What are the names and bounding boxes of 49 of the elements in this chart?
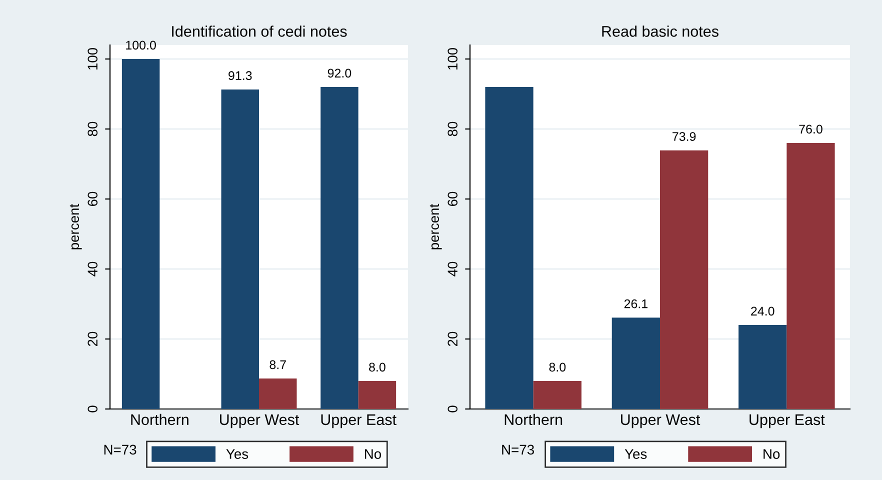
data-label: 100.0 (126, 40, 156, 50)
data-label: 8.7 (270, 360, 286, 370)
y-axis-title: percent (70, 204, 82, 250)
data-label: 92.0 (328, 68, 352, 78)
text: Yes (624, 449, 647, 459)
y-tick-label: 60 (88, 192, 98, 206)
bar (738, 325, 787, 409)
y-tick-label: 80 (448, 122, 458, 136)
y-tick-label: 20 (448, 332, 458, 346)
y-tick-label: 60 (448, 192, 458, 206)
chart-title: Identification of cedi notes (172, 26, 347, 37)
x-tick-label: Northern (504, 414, 562, 426)
x-tick-label: Upper East (750, 414, 825, 428)
data-label: 76.0 (799, 124, 822, 134)
bar (320, 87, 358, 409)
y-axis-title: percent (430, 204, 442, 250)
data-label: 91.3 (228, 71, 252, 80)
bar (786, 143, 835, 409)
x-tick-label: Upper West (620, 414, 700, 428)
data-label: 8.0 (369, 362, 386, 372)
y-tick-label: 40 (448, 262, 458, 276)
y-tick-label: 100 (88, 48, 98, 70)
bar (533, 381, 582, 409)
chart-title: Read basic notes (602, 26, 718, 37)
bar (259, 378, 297, 409)
data-label: 8.0 (549, 362, 566, 372)
legend-label: No (764, 449, 780, 459)
legend-label: Yes (226, 449, 248, 459)
bar (122, 59, 160, 409)
bar (358, 381, 396, 409)
y-tick-label: 20 (88, 332, 98, 346)
bar (660, 150, 708, 409)
bar (221, 89, 259, 409)
y-tick-label: 0 (448, 406, 458, 412)
y-tick-label: 80 (88, 122, 98, 136)
y-tick-label: 40 (88, 262, 98, 276)
data-label: 26.1 (624, 299, 648, 308)
x-tick-label: Northern (131, 414, 188, 426)
x-tick-label: Upper East (321, 414, 396, 428)
data-label: 24.0 (751, 306, 774, 316)
text: N=73 (104, 444, 136, 455)
data-label: 73.9 (672, 132, 696, 141)
text: N=73 (502, 444, 534, 455)
bar (612, 318, 660, 409)
legend-label: No (364, 449, 382, 459)
x-tick-label: Upper West (220, 414, 300, 428)
bar (485, 87, 534, 409)
y-tick-label: 0 (88, 406, 98, 412)
y-tick-label: 100 (448, 48, 458, 70)
